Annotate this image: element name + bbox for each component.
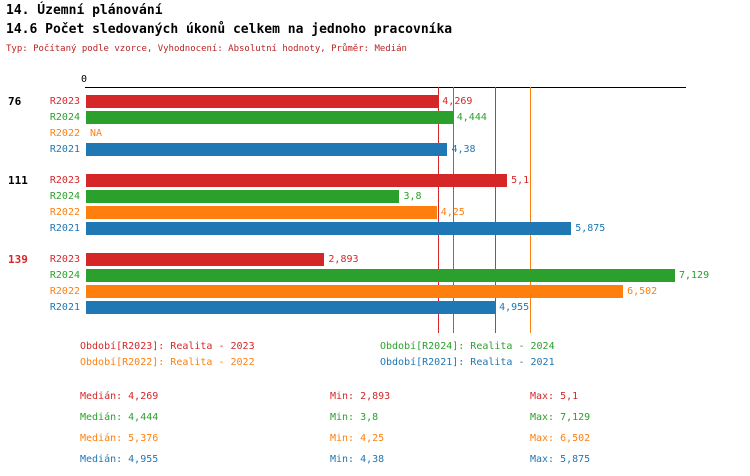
bar-R2023 — [86, 174, 508, 187]
bar-value-label: NA — [90, 128, 103, 139]
bar-value-label: 4,25 — [440, 207, 465, 218]
bar-value-label: 3,8 — [403, 191, 422, 202]
median-line-R2022 — [529, 87, 531, 333]
bar-value-label: 2,893 — [328, 254, 359, 265]
bar-value-label: 4,38 — [451, 144, 476, 155]
bar-R2024 — [86, 269, 675, 282]
series-label-R2023: R2023 — [49, 96, 80, 107]
chart-subtitle: Typ: Počítaný podle vzorce, Vyhodnocení:… — [6, 44, 407, 54]
stat-max-R2022: Max: 6,502 — [530, 433, 591, 444]
bar-R2024 — [86, 190, 400, 203]
chart-title-line-1: 14. Územní plánování — [6, 3, 163, 18]
stat-median-R2023: Medián: 4,269 — [80, 391, 159, 402]
bar-value-label: 5,875 — [575, 223, 606, 234]
stat-min-R2024: Min: 3,8 — [330, 412, 379, 423]
x-axis-line — [85, 87, 686, 88]
bar-value-label: 7,129 — [678, 270, 710, 281]
bar-value-label: 4,444 — [456, 112, 487, 123]
median-line-R2021 — [495, 87, 497, 333]
bar-R2021 — [86, 143, 448, 156]
series-label-R2023: R2023 — [49, 254, 80, 265]
bar-R2024 — [86, 111, 453, 124]
stats-row-R2021: Medián: 4,955 Min: 4,38 Max: 5,875 — [80, 454, 730, 475]
legend: Období[R2023]: Realita - 2023 Období[R202… — [80, 341, 700, 368]
stat-max-R2021: Max: 5,875 — [530, 454, 591, 465]
series-label-R2024: R2024 — [49, 191, 80, 202]
stat-min-R2022: Min: 4,25 — [330, 433, 385, 444]
stats-row-R2024: Medián: 4,444 Min: 3,8 Max: 7,129 — [80, 412, 730, 433]
stat-min-R2021: Min: 4,38 — [330, 454, 385, 465]
series-label-R2023: R2023 — [49, 175, 80, 186]
bar-value-label: 5,1 — [511, 175, 530, 186]
legend-item-R2021: Období[R2021]: Realita - 2021 — [380, 357, 555, 368]
bar-R2021 — [86, 301, 496, 314]
bar-R2022 — [86, 285, 624, 298]
legend-item-R2023: Období[R2023]: Realita - 2023 — [80, 341, 255, 352]
series-label-R2021: R2021 — [49, 302, 80, 313]
stats-table: Medián: 4,269 Min: 2,893 Max: 5,1 Medián: 4… — [80, 391, 730, 475]
bar-value-label: 6,502 — [627, 286, 658, 297]
stat-median-R2022: Medián: 5,376 — [80, 433, 159, 444]
bar-R2023 — [86, 253, 325, 266]
x-axis-zero-tick-label: 0 — [81, 74, 88, 85]
stat-max-R2023: Max: 5,1 — [530, 391, 579, 402]
bar-R2022 — [86, 206, 437, 219]
bar-value-label: 4,955 — [499, 302, 530, 313]
legend-item-R2022: Období[R2022]: Realita - 2022 — [80, 357, 255, 368]
chart-title-line-2: 14.6 Počet sledovaných úkonů celkem na j… — [6, 22, 453, 37]
series-label-R2024: R2024 — [49, 270, 80, 281]
bar-R2021 — [86, 222, 572, 235]
stats-row-R2022: Medián: 5,376 Min: 4,25 Max: 6,502 — [80, 433, 730, 454]
series-label-R2022: R2022 — [49, 286, 80, 297]
median-line-R2024 — [452, 87, 454, 333]
stat-min-R2023: Min: 2,893 — [330, 391, 391, 402]
series-label-R2021: R2021 — [49, 144, 80, 155]
legend-item-R2024: Období[R2024]: Realita - 2024 — [380, 341, 555, 352]
series-label-R2022: R2022 — [49, 128, 80, 139]
stat-median-R2024: Medián: 4,444 — [80, 412, 159, 423]
stats-row-R2023: Medián: 4,269 Min: 2,893 Max: 5,1 — [80, 391, 730, 412]
series-label-R2022: R2022 — [49, 207, 80, 218]
series-label-R2021: R2021 — [49, 223, 80, 234]
bar-R2023 — [86, 95, 439, 108]
bar-chart-plot: 0 76 R2023 4,269 R2024 4,444 R2022 NA R2021 4,38… — [0, 70, 750, 342]
stat-max-R2024: Max: 7,129 — [530, 412, 591, 423]
bar-value-label: 4,269 — [442, 96, 473, 107]
group-label-76: 76 — [8, 95, 22, 108]
series-label-R2024: R2024 — [49, 112, 80, 123]
median-line-R2023 — [438, 87, 440, 333]
group-label-111: 111 — [8, 174, 28, 187]
stat-median-R2021: Medián: 4,955 — [80, 454, 159, 465]
group-label-139: 139 — [8, 253, 28, 266]
